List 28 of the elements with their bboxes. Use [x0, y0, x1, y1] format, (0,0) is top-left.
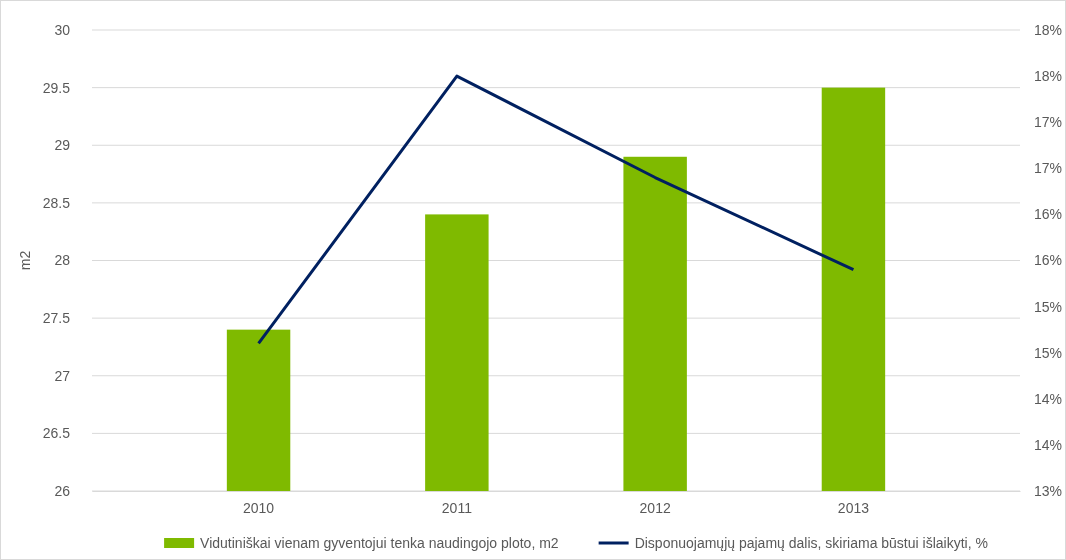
x-tick-label: 2013 [837, 499, 870, 516]
y-axis-title: m2 [17, 250, 33, 271]
y2-tick-label: 13% [1034, 482, 1063, 499]
y2-tick-label: 15% [1034, 298, 1063, 315]
y-tick-label: 29 [54, 137, 71, 154]
y-tick-label: 26 [54, 482, 71, 499]
y2-tick-label: 15% [1034, 344, 1063, 361]
y2-tick-label: 17% [1034, 114, 1063, 131]
x-tick-label: 2011 [441, 499, 473, 516]
y-tick-label: 27.5 [42, 310, 71, 327]
legend-label: Disponuojamųjų pajamų dalis, skiriama būstui išlaikyti, % [634, 535, 988, 551]
line-series [257, 74, 855, 345]
y-tick-label: 30 [54, 21, 71, 38]
y2-tick-label: 18% [1034, 68, 1063, 85]
y2-tick-label: 18% [1034, 21, 1063, 38]
y2-tick-label: 16% [1034, 252, 1063, 269]
x-tick-label: 2012 [639, 499, 671, 516]
y2-tick-label: 16% [1034, 206, 1063, 223]
y2-tick-label: 17% [1034, 160, 1063, 177]
y2-tick-label: 14% [1034, 436, 1063, 453]
y-tick-label: 29.5 [42, 79, 71, 96]
y-tick-label: 27 [54, 367, 71, 384]
y-tick-label: 26.5 [42, 425, 71, 442]
x-tick-label: 2010 [242, 499, 275, 516]
y2-tick-label: 14% [1034, 390, 1063, 407]
legend-label: Vidutiniškai vienam gyventojui tenka naudingojo ploto, m2 [200, 535, 559, 551]
y-tick-label: 28 [54, 252, 71, 269]
y-tick-label: 28.5 [42, 194, 71, 211]
